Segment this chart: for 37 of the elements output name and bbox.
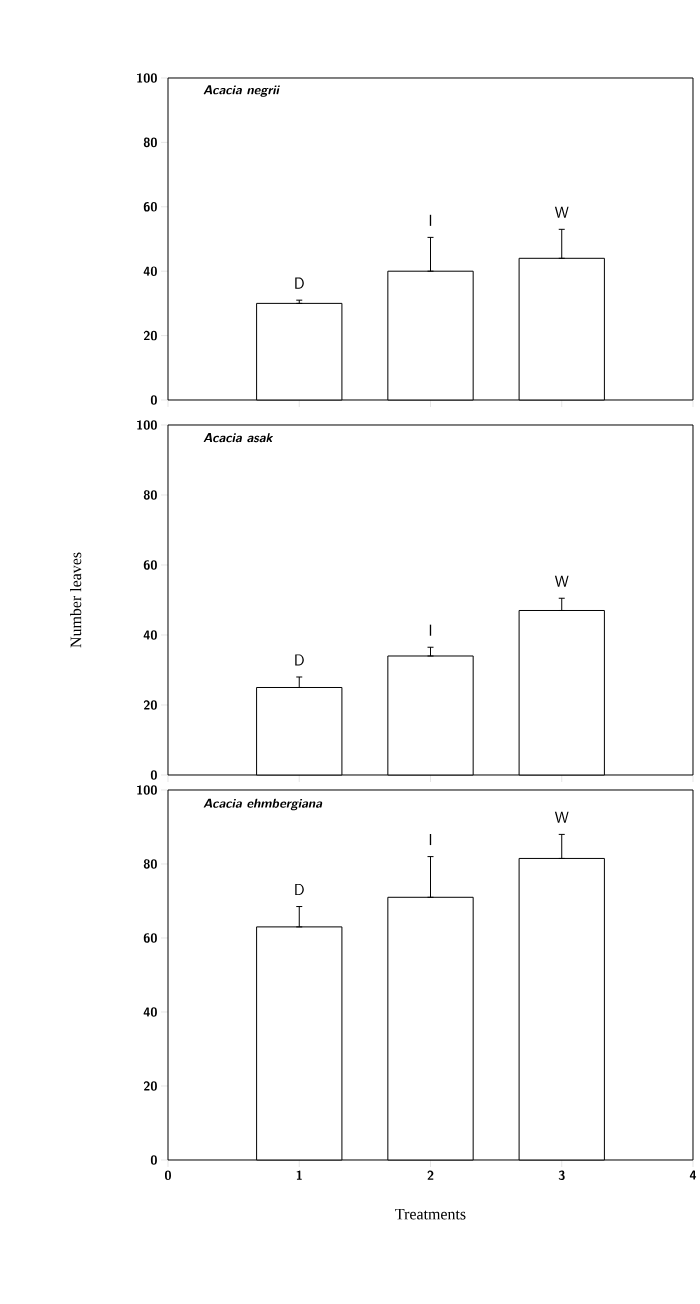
x-tick-label: 0	[165, 1170, 172, 1181]
x-tick-label: 4	[689, 1170, 697, 1180]
text: Acacia ehmbergiana	[203, 798, 323, 811]
y-tick-label: 0	[150, 1155, 157, 1165]
annotation: I	[429, 624, 432, 636]
annotation: D	[295, 654, 304, 666]
y-tick-label: 0	[150, 395, 157, 405]
annotation: I	[429, 834, 432, 846]
y-tick-label: 100	[137, 73, 157, 83]
annotation: W	[554, 575, 569, 587]
y-tick-label: 80	[143, 490, 157, 500]
y-tick-label: 0	[150, 770, 157, 780]
y-tick-label: 40	[143, 1007, 157, 1017]
x-tick-label: 2	[427, 1170, 434, 1180]
y-tick-label: 20	[143, 1081, 157, 1091]
annotation: I	[429, 214, 432, 226]
annotation: W	[554, 811, 569, 823]
y-tick-label: 40	[143, 266, 157, 276]
y-tick-label: 80	[143, 859, 157, 869]
x-tick-label: 1	[296, 1170, 302, 1180]
annotation: D	[295, 277, 304, 289]
text: Acacia negrii	[203, 85, 281, 97]
y-tick-label: 20	[143, 700, 157, 710]
x-tick-label: 3	[558, 1170, 565, 1181]
chart-title: Acacia asak	[203, 433, 274, 443]
y-axis-title: Number leaves	[70, 552, 82, 648]
y-tick-label: 40	[143, 630, 157, 640]
y-tick-label: 60	[143, 202, 157, 212]
y-tick-label: 100	[137, 420, 157, 430]
annotation: D	[295, 883, 304, 896]
y-tick-label: 60	[143, 560, 157, 570]
annotation: W	[554, 206, 569, 218]
y-tick-label: 100	[137, 785, 157, 795]
y-tick-label: 60	[143, 933, 157, 943]
x-axis-title: Treatments	[395, 1208, 466, 1220]
y-tick-label: 80	[143, 137, 157, 148]
y-tick-label: 20	[143, 330, 157, 341]
